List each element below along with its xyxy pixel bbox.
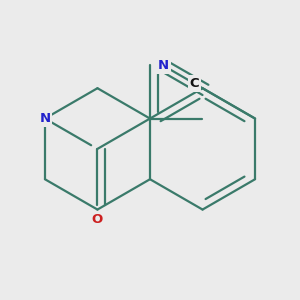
- Text: O: O: [92, 213, 103, 226]
- Text: C: C: [190, 77, 199, 90]
- Text: N: N: [158, 59, 169, 72]
- Text: N: N: [39, 112, 50, 125]
